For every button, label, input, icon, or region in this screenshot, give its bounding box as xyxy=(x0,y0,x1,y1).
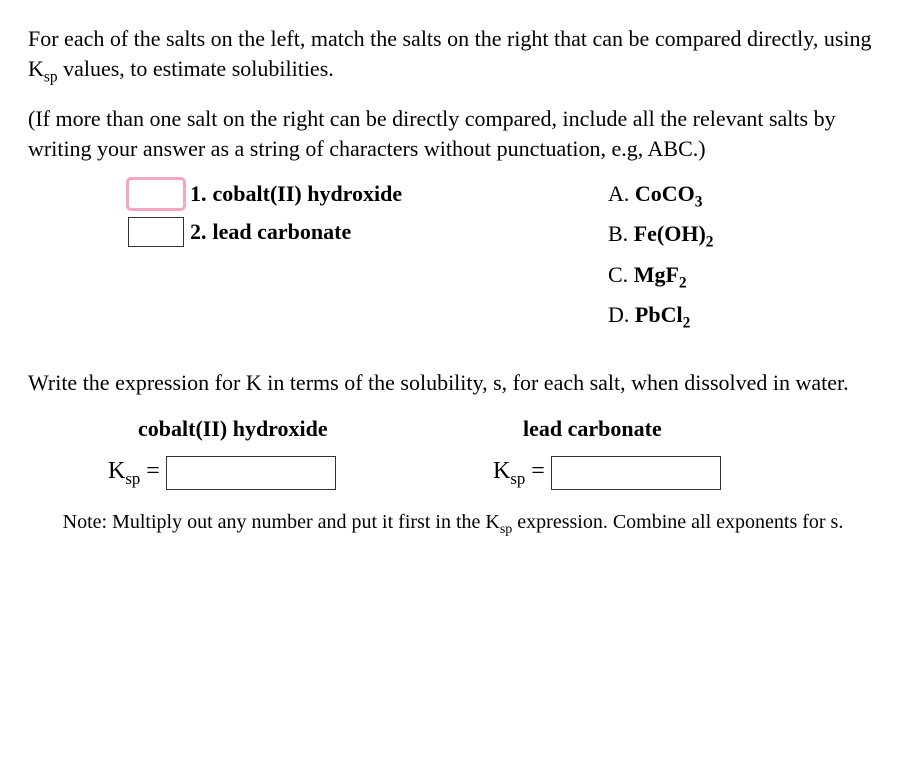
ksp-label-2: Ksp = xyxy=(493,455,545,490)
ksp-heading-2: lead carbonate xyxy=(493,414,878,444)
option-letter-a: A. xyxy=(608,181,629,206)
part2-prompt: Write the expression for K in terms of t… xyxy=(28,368,878,398)
option-letter-d: D. xyxy=(608,302,629,327)
instruction-paragraph-1: For each of the salts on the left, match… xyxy=(28,24,878,88)
note-sub: sp xyxy=(500,522,512,537)
note-a: Note: Multiply out any number and put it… xyxy=(63,511,500,533)
note-b: expression. Combine all exponents for s. xyxy=(512,511,843,533)
intro-sub: sp xyxy=(44,68,58,85)
option-letter-c: C. xyxy=(608,262,628,287)
match-num-2: 2. xyxy=(190,217,207,247)
instruction-paragraph-2: (If more than one salt on the right can … xyxy=(28,104,878,163)
match-left-column: 1. cobalt(II) hydroxide 2. lead carbonat… xyxy=(128,179,580,340)
option-sub-d: 2 xyxy=(683,314,691,331)
match-label-1: cobalt(II) hydroxide xyxy=(213,179,403,209)
option-formula-c-1: MgF xyxy=(634,262,679,287)
intro-text-b: values, to estimate solubilities. xyxy=(58,56,334,81)
footnote: Note: Multiply out any number and put it… xyxy=(28,509,878,540)
ksp-heading-1: cobalt(II) hydroxide xyxy=(108,414,493,444)
option-sub-c: 2 xyxy=(679,274,687,291)
ksp-label-1: Ksp = xyxy=(108,455,160,490)
matching-section: 1. cobalt(II) hydroxide 2. lead carbonat… xyxy=(28,179,878,340)
ksp-line-1: Ksp = xyxy=(108,455,493,490)
option-formula-d-1: PbCl xyxy=(635,302,683,327)
ksp-input-1[interactable] xyxy=(166,456,336,490)
ksp-line-2: Ksp = xyxy=(493,455,878,490)
option-sub-b: 2 xyxy=(706,234,714,251)
ksp-section: cobalt(II) hydroxide Ksp = lead carbonat… xyxy=(28,414,878,491)
match-right-column: A. CoCO3 B. Fe(OH)2 C. MgF2 D. PbCl2 xyxy=(608,179,878,340)
match-input-2[interactable] xyxy=(128,217,184,247)
match-row-2: 2. lead carbonate xyxy=(128,217,580,247)
match-row-1: 1. cobalt(II) hydroxide xyxy=(128,179,580,209)
option-c: C. MgF2 xyxy=(608,260,878,294)
match-input-1[interactable] xyxy=(128,179,184,209)
option-a: A. CoCO3 xyxy=(608,179,878,213)
match-num-1: 1. xyxy=(190,179,207,209)
option-letter-b: B. xyxy=(608,221,628,246)
ksp-col-1: cobalt(II) hydroxide Ksp = xyxy=(108,414,493,491)
option-b: B. Fe(OH)2 xyxy=(608,219,878,253)
option-sub-a: 3 xyxy=(695,194,703,211)
option-formula-a-1: CoCO xyxy=(635,181,695,206)
ksp-input-2[interactable] xyxy=(551,456,721,490)
match-label-2: lead carbonate xyxy=(213,217,352,247)
ksp-col-2: lead carbonate Ksp = xyxy=(493,414,878,491)
option-formula-b-1: Fe(OH) xyxy=(634,221,706,246)
option-d: D. PbCl2 xyxy=(608,300,878,334)
